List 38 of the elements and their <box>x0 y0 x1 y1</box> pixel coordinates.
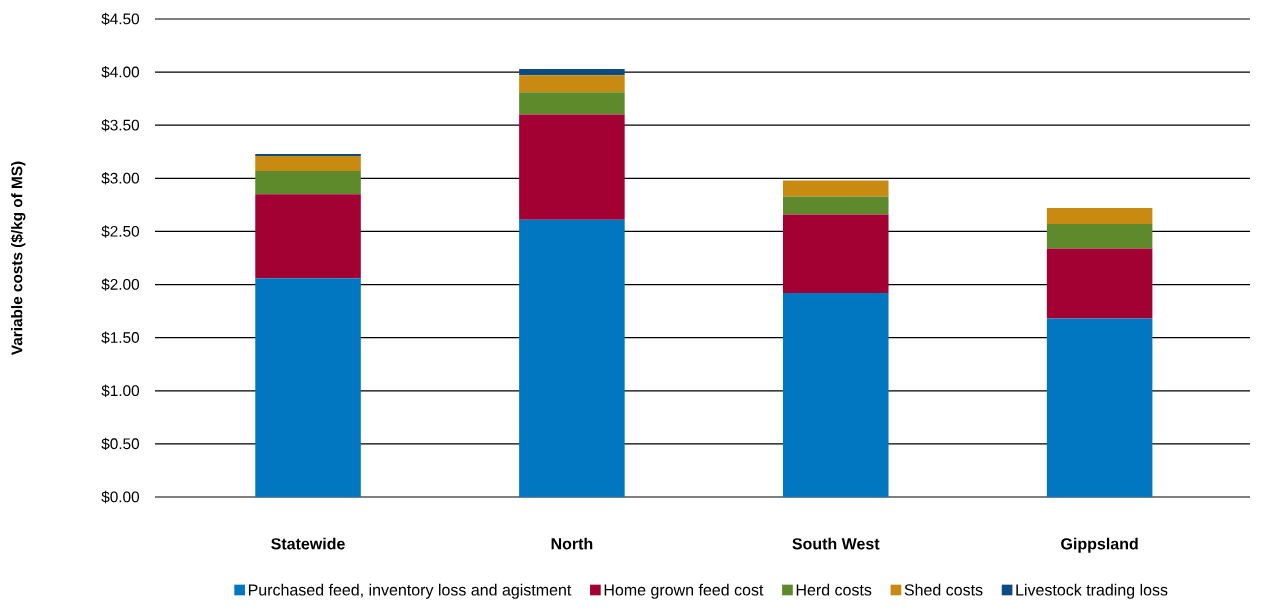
bar <box>1046 248 1153 319</box>
x-tick-label: Statewide <box>271 537 345 550</box>
y-tick-label: $2.00 <box>101 278 140 291</box>
bar <box>519 75 625 93</box>
bar <box>782 180 889 197</box>
y-tick-label: $2.50 <box>101 225 140 238</box>
bar <box>519 114 625 220</box>
x-tick-label: South West <box>792 537 880 550</box>
bar <box>782 196 889 215</box>
y-axis-title: Variable costs ($/kg of MS) <box>10 161 26 356</box>
legend-label: Home grown feed cost <box>604 583 764 599</box>
bar <box>782 214 889 294</box>
y-tick-label: $3.50 <box>101 119 140 132</box>
bar <box>255 153 361 157</box>
x-tick-label: North <box>551 537 593 550</box>
bar <box>519 219 625 497</box>
bar <box>1046 224 1153 249</box>
bar <box>255 170 361 195</box>
bar <box>255 156 361 171</box>
y-tick-label: $4.00 <box>101 65 140 79</box>
bar <box>519 68 625 76</box>
y-tick-label: $3.00 <box>101 172 140 185</box>
y-tick-label: $1.00 <box>101 384 140 397</box>
legend-label: Herd costs <box>796 583 872 596</box>
x-tick-label: Gippsland <box>1061 537 1138 553</box>
legend-label: Purchased feed, inventory loss and agistment <box>248 583 572 599</box>
y-tick-label: $0.50 <box>101 437 140 451</box>
legend-label: Shed costs <box>904 583 983 596</box>
bar <box>1046 318 1153 497</box>
bar <box>782 293 889 497</box>
y-tick-label: $1.50 <box>101 331 140 344</box>
y-tick-label: $4.50 <box>101 12 140 26</box>
bar <box>255 278 361 497</box>
bar <box>519 92 625 115</box>
bar <box>255 194 361 279</box>
bar <box>1046 208 1153 225</box>
legend-label: Livestock trading loss <box>1016 583 1168 599</box>
y-tick-label: $0.00 <box>101 490 140 504</box>
